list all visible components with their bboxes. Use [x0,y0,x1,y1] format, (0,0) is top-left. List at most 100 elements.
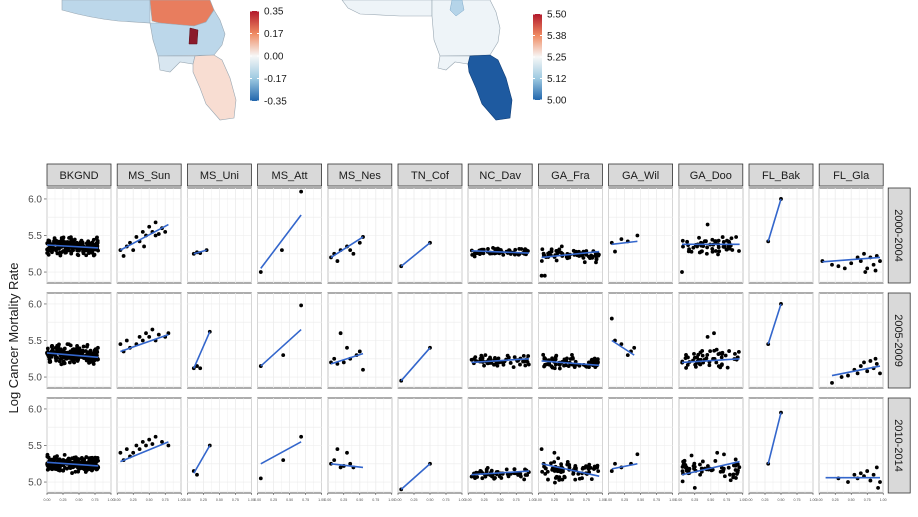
data-point [721,240,726,244]
data-point [357,240,362,245]
data-point [61,355,66,360]
data-point [873,268,878,273]
data-point [134,235,139,239]
y-tick-label: 5.0 [28,373,42,384]
data-point [862,251,866,256]
fit-line [193,249,207,255]
x-tick-label: 0.25 [411,498,418,502]
data-point [734,235,739,239]
x-tick-label: 0.50 [146,498,153,502]
data-point [508,361,513,365]
fit-line [120,223,169,251]
data-point [53,345,58,350]
data-point [876,485,880,490]
panel-MS_Sun-2000-2004 [116,187,182,284]
panel-GA_Fra-2000-2004 [538,187,603,284]
data-point [348,248,353,253]
strip-label: GA_Fra [551,170,590,182]
data-point [712,348,717,353]
strip-label: GA_Wil [622,170,659,182]
fit-line [681,357,740,364]
data-point [632,345,637,350]
data-point [92,252,97,257]
panel-GA_Doo-2005-2009 [678,292,744,389]
data-point [45,452,50,457]
strip-label: FL_Bak [762,170,800,182]
fit-line [120,441,169,463]
x-tick-label: 0.00 [535,498,542,502]
data-point [153,233,158,238]
data-point [863,270,868,274]
data-point [91,237,96,242]
data-point [299,303,304,308]
data-point [85,342,90,347]
period-label: 2000-2004 [892,209,904,262]
data-point [554,249,559,253]
data-point [700,459,705,464]
y-tick-label: 5.0 [28,268,42,279]
data-point [506,474,511,479]
x-tick-label: 0.00 [184,498,191,502]
data-point [84,253,89,258]
data-point [348,461,353,466]
data-point [557,478,562,482]
x-tick-label: 1.00 [529,498,536,502]
data-point [594,257,599,262]
data-point [76,253,81,258]
data-point [137,334,142,339]
period-strip [887,187,911,284]
data-point [588,465,593,470]
data-point [726,465,731,470]
data-point [156,232,161,236]
fit-line [471,250,530,254]
x-tick-label: 0.25 [762,498,769,502]
data-point [680,238,685,243]
y-tick-label: 6.0 [28,299,42,310]
data-point [59,240,64,245]
data-point [559,462,564,467]
data-point [470,253,475,257]
data-point [545,469,550,474]
panel-BKGND-2010-2014 [45,397,112,494]
data-point [64,459,68,464]
data-point [526,354,531,358]
data-point [63,247,68,251]
data-point [131,248,136,253]
data-point [147,224,152,229]
data-point [83,349,88,353]
data-point [163,229,168,234]
data-point [577,476,582,481]
data-point [361,367,365,372]
data-point [729,236,734,241]
strip-FL_Gla [818,163,884,187]
data-point [731,475,736,480]
data-point [698,462,702,467]
panel-GA_Wil-2010-2014 [608,397,673,494]
data-point [477,252,482,257]
data-point [619,237,624,242]
data-point [50,344,55,348]
data-point [836,264,841,269]
strip-label: MS_Att [272,170,308,182]
period-strip [887,292,911,389]
data-point [573,463,578,468]
data-point [714,360,719,365]
strip-label: MS_Nes [339,170,382,182]
data-point [584,252,589,257]
strip-MS_Uni [186,163,252,187]
data-point [84,465,89,470]
fit-line [260,214,302,269]
data-point [865,469,870,473]
panel-FL_Gla-2000-2004 [818,187,884,284]
panel-MS_Att-2010-2014 [257,397,323,494]
data-point [258,476,263,481]
data-point [685,239,690,244]
data-point [712,331,716,336]
x-tick-label: 0.50 [848,498,855,502]
data-point [79,456,84,460]
data-point [299,434,304,439]
data-point [338,331,343,336]
x-tick-label: 0.50 [286,498,293,502]
data-point [55,459,60,464]
x-tick-label: 1.00 [178,498,185,502]
